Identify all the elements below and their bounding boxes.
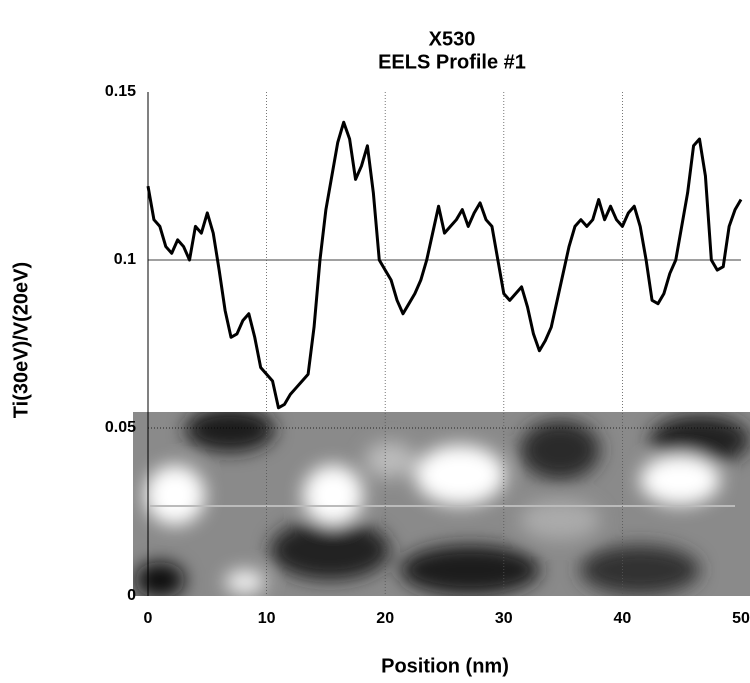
y-tick-label: 0.05 bbox=[105, 419, 136, 436]
x-tick-label: 40 bbox=[614, 610, 632, 627]
x-tick-label: 30 bbox=[495, 610, 513, 627]
y-tick-label: 0 bbox=[127, 587, 136, 604]
micrograph bbox=[133, 412, 750, 596]
chart-subtitle: EELS Profile #1 bbox=[378, 51, 526, 73]
y-tick-label: 0.15 bbox=[105, 83, 136, 100]
x-tick-label: 20 bbox=[376, 610, 394, 627]
y-tick-label: 0.1 bbox=[114, 251, 136, 268]
x-tick-label: 10 bbox=[258, 610, 276, 627]
x-tick-label: 50 bbox=[732, 610, 750, 627]
x-tick-label: 0 bbox=[144, 610, 153, 627]
chart-title: X530 bbox=[429, 28, 476, 50]
y-axis-label: Ti(30eV)/V(20eV) bbox=[10, 262, 32, 418]
x-axis-label: Position (nm) bbox=[381, 655, 509, 677]
data-line bbox=[146, 120, 743, 410]
